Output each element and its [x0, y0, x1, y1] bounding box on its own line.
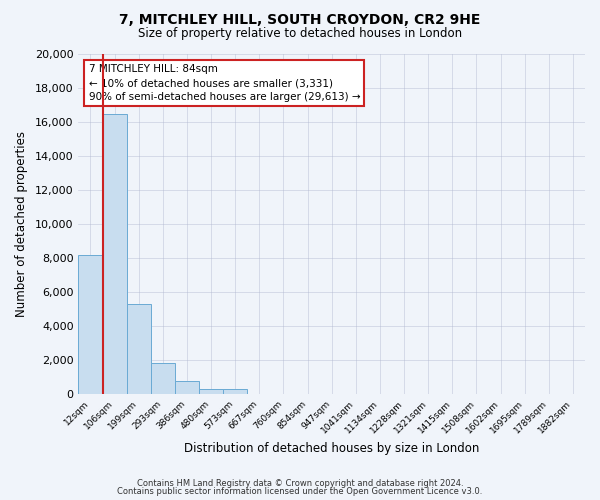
Y-axis label: Number of detached properties: Number of detached properties	[15, 131, 28, 317]
Bar	[79, 254, 103, 394]
Bar	[223, 390, 247, 394]
Bar	[151, 364, 175, 394]
Bar	[103, 114, 127, 394]
Bar	[199, 390, 223, 394]
Text: 7, MITCHLEY HILL, SOUTH CROYDON, CR2 9HE: 7, MITCHLEY HILL, SOUTH CROYDON, CR2 9HE	[119, 12, 481, 26]
Text: Size of property relative to detached houses in London: Size of property relative to detached ho…	[138, 28, 462, 40]
Text: Contains public sector information licensed under the Open Government Licence v3: Contains public sector information licen…	[118, 487, 482, 496]
Bar	[175, 382, 199, 394]
X-axis label: Distribution of detached houses by size in London: Distribution of detached houses by size …	[184, 442, 479, 455]
Text: Contains HM Land Registry data © Crown copyright and database right 2024.: Contains HM Land Registry data © Crown c…	[137, 478, 463, 488]
Bar	[127, 304, 151, 394]
Text: 7 MITCHLEY HILL: 84sqm
← 10% of detached houses are smaller (3,331)
90% of semi-: 7 MITCHLEY HILL: 84sqm ← 10% of detached…	[89, 64, 360, 102]
